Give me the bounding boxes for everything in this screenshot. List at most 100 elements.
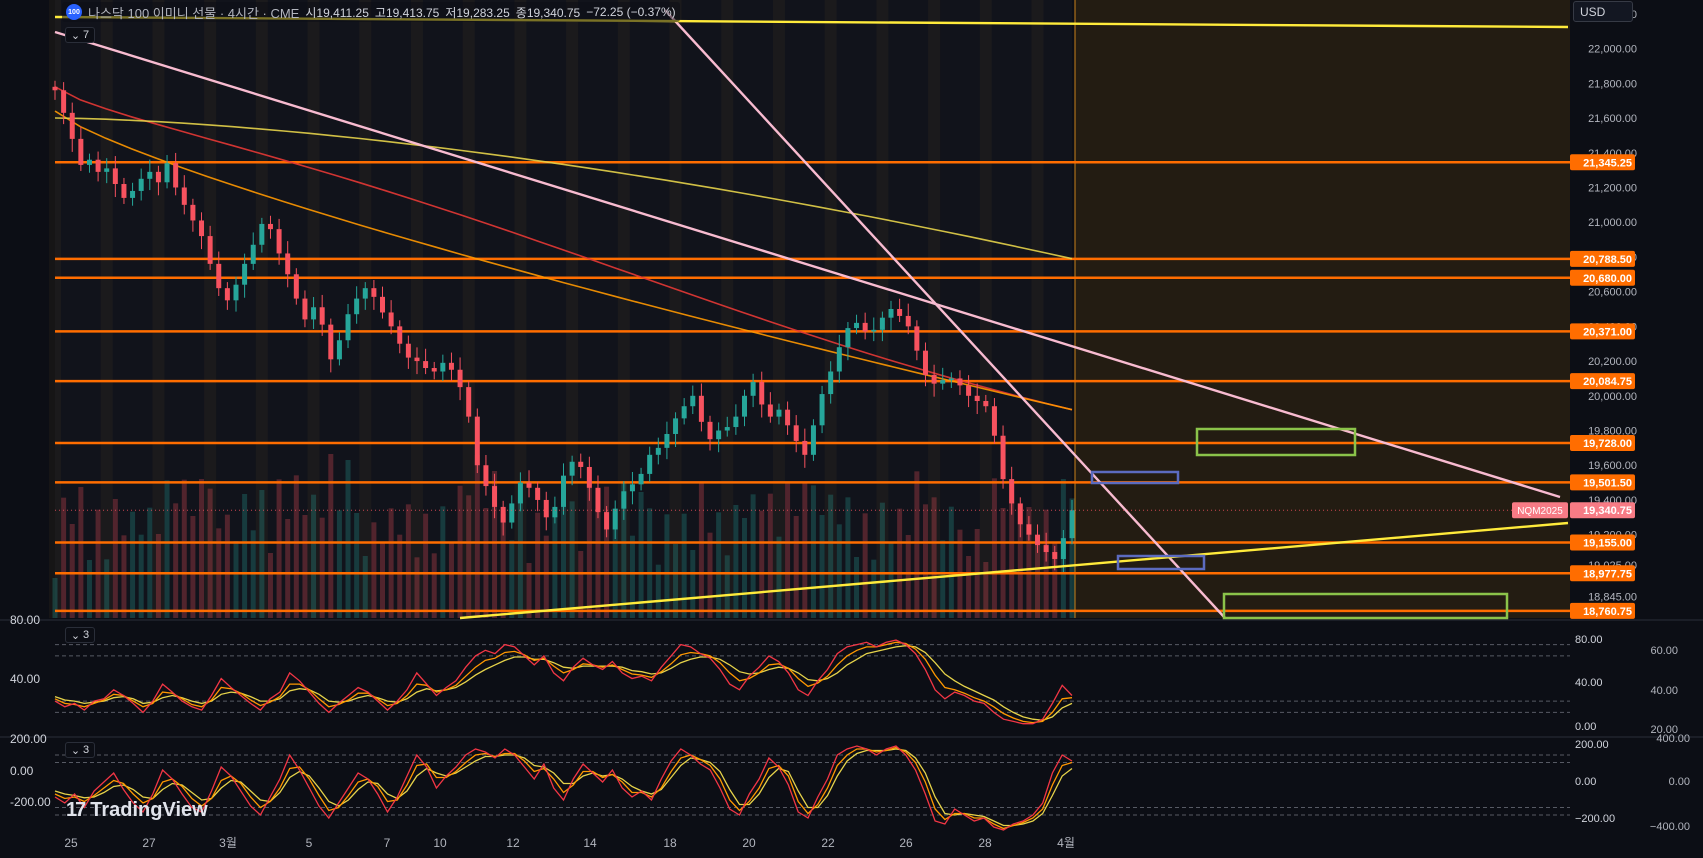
blue-zone-box bbox=[1116, 554, 1206, 571]
candle-body bbox=[130, 190, 136, 198]
volume-bar bbox=[785, 483, 791, 618]
tradingview-logo[interactable]: 17 TradingView bbox=[66, 799, 208, 822]
volume-bar bbox=[905, 535, 911, 618]
time-axis-tick-label: 26 bbox=[899, 836, 913, 850]
rsi-right-tick-label: 40.00 bbox=[1575, 677, 1603, 689]
cci-left-tick-label: -200.00 bbox=[10, 795, 51, 809]
candle-body bbox=[966, 385, 972, 396]
volume-bar bbox=[52, 578, 58, 618]
volume-bar bbox=[1000, 508, 1006, 618]
price-axis-tick-label: 20,600.00 bbox=[1588, 287, 1637, 299]
time-axis-tick-label: 14 bbox=[583, 836, 597, 850]
session-stripe bbox=[462, 0, 475, 618]
candle-body bbox=[785, 409, 791, 426]
ohlc-close: 종19,340.75 bbox=[515, 5, 581, 20]
volume-bar bbox=[621, 482, 627, 618]
candle-body bbox=[561, 475, 566, 507]
rsi-far-tick-label: 40.00 bbox=[1650, 685, 1678, 697]
moving-average-line bbox=[54, 117, 1073, 260]
level-price-tag bbox=[1570, 602, 1635, 619]
rsi-pane-indicator-toggle[interactable]: ⌄ 3 bbox=[65, 627, 95, 643]
price-axis-tick-label: 19,800.00 bbox=[1588, 426, 1637, 438]
candle-body bbox=[991, 406, 997, 436]
candle-body bbox=[147, 171, 153, 179]
volume-bar bbox=[569, 501, 575, 618]
candle-body bbox=[448, 362, 454, 370]
volume-bar bbox=[698, 483, 704, 618]
volume-bar bbox=[78, 487, 84, 618]
candle-body bbox=[173, 163, 179, 188]
volume-bar bbox=[776, 536, 782, 618]
last-price-label: 19,340.75 bbox=[1583, 505, 1632, 517]
symbol-title[interactable]: 나스닥 100 이미니 선물 · 4시간 · CME bbox=[88, 5, 300, 21]
candle-body bbox=[767, 404, 773, 417]
volume-bar bbox=[561, 505, 566, 618]
main-pane-indicator-toggle[interactable]: ⌄ 7 bbox=[65, 27, 95, 43]
volume-bar bbox=[388, 508, 394, 618]
volume-bar bbox=[423, 513, 429, 618]
candle-body bbox=[405, 343, 411, 358]
candle-body bbox=[362, 288, 368, 299]
volume-bar bbox=[405, 504, 411, 618]
volume-bar bbox=[242, 494, 248, 618]
level-price-label: 20,680.00 bbox=[1583, 273, 1632, 285]
volume-bar bbox=[862, 513, 868, 618]
currency-selector[interactable]: USD bbox=[1573, 1, 1633, 22]
candle-body bbox=[457, 369, 463, 388]
volume-bar bbox=[492, 471, 498, 618]
candle-body bbox=[578, 461, 584, 467]
candle-body bbox=[302, 298, 308, 320]
volume-bar bbox=[836, 524, 842, 618]
volume-bar bbox=[224, 514, 230, 618]
level-price-label: 20,371.00 bbox=[1583, 326, 1632, 338]
volume-bar bbox=[733, 505, 739, 618]
volume-bar bbox=[966, 556, 972, 618]
level-price-label: 18,977.75 bbox=[1583, 568, 1632, 580]
last-price-tag bbox=[1570, 502, 1635, 519]
symbol-info-bar[interactable]: 100 나스닥 100 이미니 선물 · 4시간 · CME 시19,411.2… bbox=[62, 2, 680, 22]
chevron-down-icon: ⌄ bbox=[70, 629, 81, 642]
cci-pane-indicator-toggle[interactable]: ⌄ 3 bbox=[65, 742, 95, 758]
rsi-far-tick-label: 20.00 bbox=[1650, 724, 1678, 736]
yellow-trendline-support bbox=[459, 521, 1569, 620]
chevron-down-icon: ⌄ bbox=[70, 29, 81, 42]
rsi-series-c-line bbox=[54, 645, 1073, 721]
volume-bar bbox=[112, 499, 118, 618]
candle-body bbox=[1035, 534, 1041, 546]
volume-bar bbox=[448, 542, 454, 618]
volume-bar bbox=[922, 504, 928, 618]
volume-bar bbox=[138, 534, 144, 618]
symbol-code-tag bbox=[1512, 502, 1568, 519]
candle-body bbox=[940, 380, 946, 384]
volume-bar bbox=[380, 542, 386, 618]
volume-bar bbox=[371, 522, 377, 618]
candle-body bbox=[931, 374, 937, 384]
volume-bar bbox=[199, 479, 205, 618]
level-price-label: 19,728.00 bbox=[1583, 438, 1632, 450]
candle-body bbox=[233, 284, 239, 301]
candle-body bbox=[354, 298, 360, 315]
level-price-tag bbox=[1570, 534, 1635, 551]
candle-body bbox=[569, 461, 575, 476]
volume-bar bbox=[707, 532, 713, 618]
candle-body bbox=[69, 112, 75, 139]
volume-bar bbox=[69, 524, 75, 618]
volume-bar bbox=[759, 510, 765, 618]
candle-body bbox=[466, 387, 472, 417]
candle-body bbox=[621, 491, 627, 509]
candle-body bbox=[414, 357, 420, 362]
candle-body bbox=[888, 309, 894, 318]
volume-bar bbox=[267, 553, 273, 618]
candle-body bbox=[431, 368, 437, 372]
volume-bar bbox=[1069, 498, 1075, 618]
candle-body bbox=[733, 416, 739, 428]
candle-body bbox=[440, 362, 446, 372]
candle-body bbox=[207, 236, 213, 264]
moving-average-line bbox=[54, 86, 1073, 411]
candle-body bbox=[1052, 552, 1058, 559]
candle-body bbox=[647, 454, 653, 474]
volume-bar bbox=[155, 534, 161, 618]
price-axis-tick-label: 21,000.00 bbox=[1588, 217, 1637, 229]
